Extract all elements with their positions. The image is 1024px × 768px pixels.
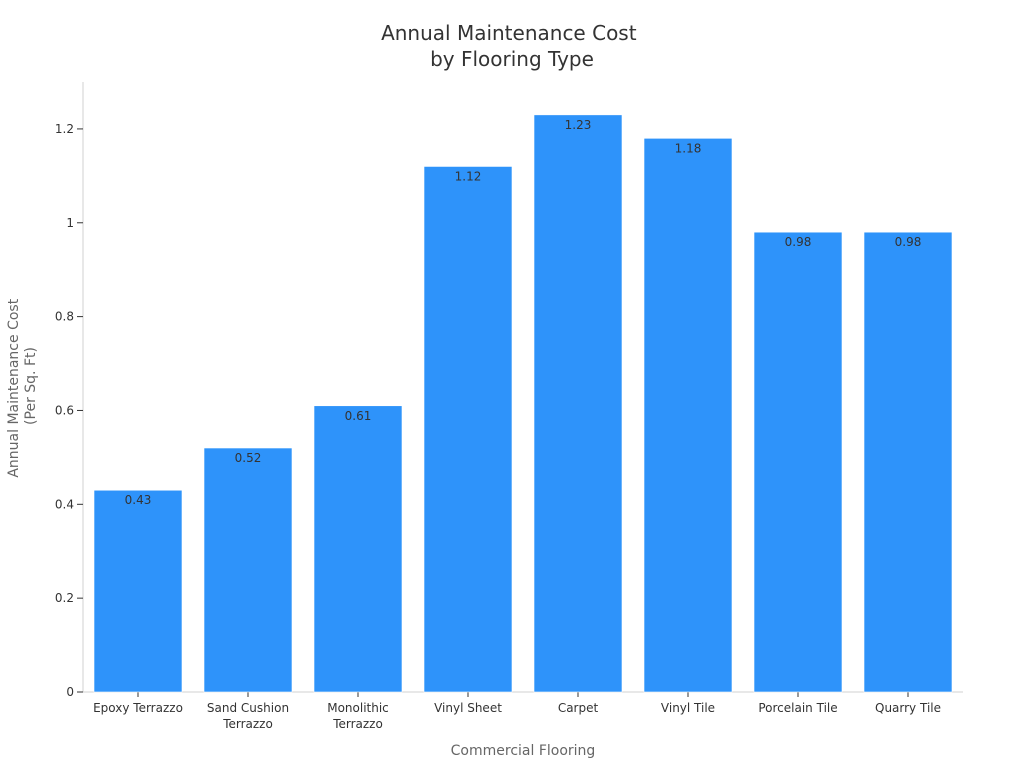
x-tick-label-line: Sand Cushion <box>207 701 289 715</box>
bar-value-label: 0.98 <box>785 235 812 249</box>
x-tick-label-line: Epoxy Terrazzo <box>93 701 183 715</box>
bar-value-label: 1.23 <box>565 118 592 132</box>
bar <box>863 231 953 693</box>
bar-value-label: 1.18 <box>675 141 702 155</box>
y-axis-title-line-2: (Per Sq. Ft) <box>23 347 39 425</box>
x-tick-label-line: Terrazzo <box>332 717 383 731</box>
x-tick-labels: Epoxy Terrazzo Sand Cushion TerrazzoMonoli… <box>93 701 941 731</box>
y-tick-label: 1 <box>66 216 74 230</box>
x-tick-label-line: Terrazzo <box>222 717 273 731</box>
x-tick-label-line: Vinyl Sheet <box>434 701 502 715</box>
x-tick-label: Porcelain Tile <box>758 701 837 715</box>
y-tick-label: 0 <box>66 685 74 699</box>
x-axis <box>83 691 963 697</box>
bar <box>753 231 843 693</box>
bar <box>533 114 623 693</box>
svg-text:Annual Maintenance Cost: Annual Maintenance Cost (Per Sq. Ft) <box>6 294 39 477</box>
chart-title-line-1: Annual Maintenance Cost <box>381 21 637 45</box>
y-axis-title: Annual Maintenance Cost (Per Sq. Ft) <box>6 294 39 477</box>
x-axis-title: Commercial Flooring <box>451 743 596 759</box>
y-tick-label: 0.2 <box>55 591 74 605</box>
x-tick-label-line: Monolithic <box>327 701 389 715</box>
bar-value-label: 1.12 <box>455 169 482 183</box>
bars <box>93 114 953 693</box>
x-tick-label: Monolithic Terrazzo <box>327 701 389 731</box>
x-tick-label-line: Porcelain Tile <box>758 701 837 715</box>
y-tick-label: 1.2 <box>55 122 74 136</box>
x-tick-label: Carpet <box>558 701 599 715</box>
x-tick-label: Quarry Tile <box>875 701 941 715</box>
bar-value-label: 0.98 <box>895 235 922 249</box>
x-tick-label: Sand Cushion Terrazzo <box>207 701 289 731</box>
x-tick-label-line: Vinyl Tile <box>661 701 715 715</box>
y-axis: 0 0.2 0.4 0.6 0.8 1 1.2 <box>55 82 84 699</box>
x-tick-label: Epoxy Terrazzo <box>93 701 183 715</box>
y-axis-title-line-1: Annual Maintenance Cost <box>6 298 22 477</box>
x-tick-label: Vinyl Sheet <box>434 701 502 715</box>
bar-value-label: 0.43 <box>125 493 152 507</box>
y-tick-label: 0.4 <box>55 497 74 511</box>
chart-title-line-2: by Flooring Type <box>430 47 594 71</box>
bar-value-label: 0.52 <box>235 451 262 465</box>
chart-title: Annual Maintenance Cost by Flooring Type <box>381 21 643 71</box>
x-tick-label: Vinyl Tile <box>661 701 715 715</box>
y-tick-label: 0.8 <box>55 310 74 324</box>
bar-value-label: 0.61 <box>345 409 372 423</box>
bar <box>313 405 403 693</box>
bar <box>203 447 293 693</box>
bar-value-labels: 0.43 0.52 0.61 1.12 1.23 1.18 0.98 0.98 <box>125 118 922 507</box>
x-tick-label-line: Quarry Tile <box>875 701 941 715</box>
bar <box>93 489 183 693</box>
bar <box>423 166 513 693</box>
bar <box>643 138 733 693</box>
x-tick-label-line: Carpet <box>558 701 599 715</box>
y-tick-label: 0.6 <box>55 403 74 417</box>
